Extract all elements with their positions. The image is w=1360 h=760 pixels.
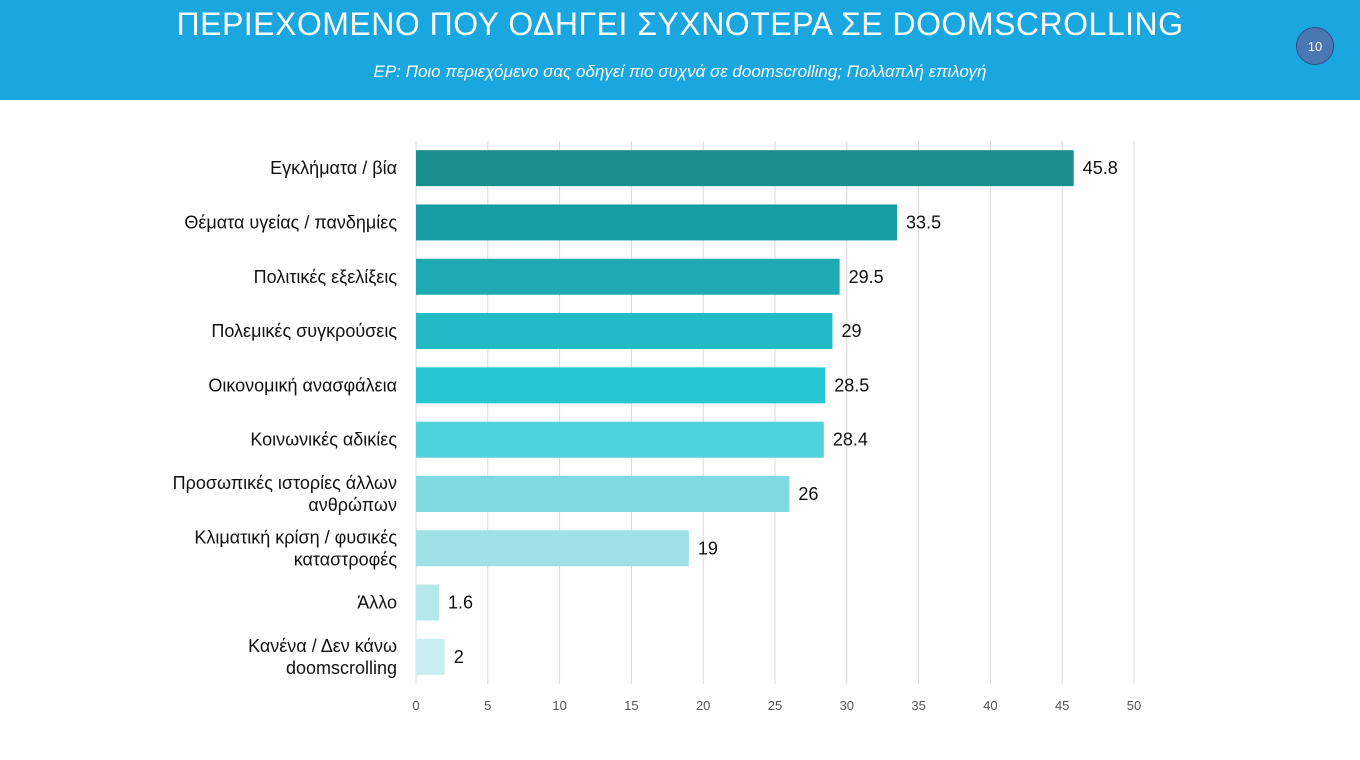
data-label: 29.5: [849, 267, 884, 287]
data-label: 2: [454, 647, 464, 667]
bar: [416, 258, 840, 295]
category-label: Οικονομική ανασφάλεια: [208, 375, 397, 395]
data-label: 29: [841, 321, 861, 341]
category-label: Πολεμικές συγκρούσεις: [211, 321, 397, 341]
data-label: 33.5: [906, 212, 941, 232]
x-tick-label: 15: [624, 698, 638, 713]
x-tick-label: 25: [768, 698, 782, 713]
bar: [416, 367, 826, 404]
data-label: 45.8: [1083, 158, 1118, 178]
data-label: 28.5: [834, 375, 869, 395]
category-label: Εγκλήματα / βία: [270, 158, 397, 178]
category-label: Προσωπικές ιστορίες άλλων ανθρώπων: [173, 473, 397, 515]
x-tick-label: 10: [552, 698, 566, 713]
bar: [416, 475, 790, 512]
x-tick-label: 45: [1055, 698, 1069, 713]
bar: [416, 530, 689, 567]
x-tick-label: 20: [696, 698, 710, 713]
category-label: Θέματα υγείας / πανδημίες: [184, 212, 397, 232]
bar: [416, 638, 445, 675]
x-tick-label: 50: [1127, 698, 1141, 713]
data-label: 1.6: [448, 593, 473, 613]
data-label: 28.4: [833, 430, 868, 450]
x-tick-label: 35: [911, 698, 925, 713]
category-label: Άλλο: [357, 593, 397, 613]
x-tick-label: 30: [840, 698, 854, 713]
page-subtitle: ΕΡ: Ποιο περιεχόμενο σας οδηγεί πιο συχν…: [373, 62, 987, 81]
x-tick-label: 0: [412, 698, 419, 713]
bar: [416, 313, 833, 350]
category-label: Κλιματική κρίση / φυσικές καταστροφές: [194, 527, 397, 569]
bar: [416, 421, 824, 458]
x-tick-label: 5: [484, 698, 491, 713]
data-label: 26: [798, 484, 818, 504]
x-tick-label: 40: [983, 698, 997, 713]
category-label: Κοινωνικές αδικίες: [250, 430, 397, 450]
category-label: Πολιτικές εξελίξεις: [254, 267, 398, 287]
bar: [416, 584, 439, 621]
page-number-badge: 10: [1296, 27, 1334, 65]
header-banner: ΠΕΡΙΕΧΟΜΕΝΟ ΠΟΥ ΟΔΗΓΕΙ ΣΥΧΝΟΤΕΡΑ ΣΕ DOOM…: [0, 0, 1360, 100]
bar: [416, 204, 898, 241]
data-label: 19: [698, 538, 718, 558]
page-title: ΠΕΡΙΕΧΟΜΕΝΟ ΠΟΥ ΟΔΗΓΕΙ ΣΥΧΝΟΤΕΡΑ ΣΕ DOOM…: [176, 6, 1184, 42]
bar: [416, 150, 1074, 187]
category-label: Κανένα / Δεν κάνω doomscrolling: [248, 636, 397, 678]
